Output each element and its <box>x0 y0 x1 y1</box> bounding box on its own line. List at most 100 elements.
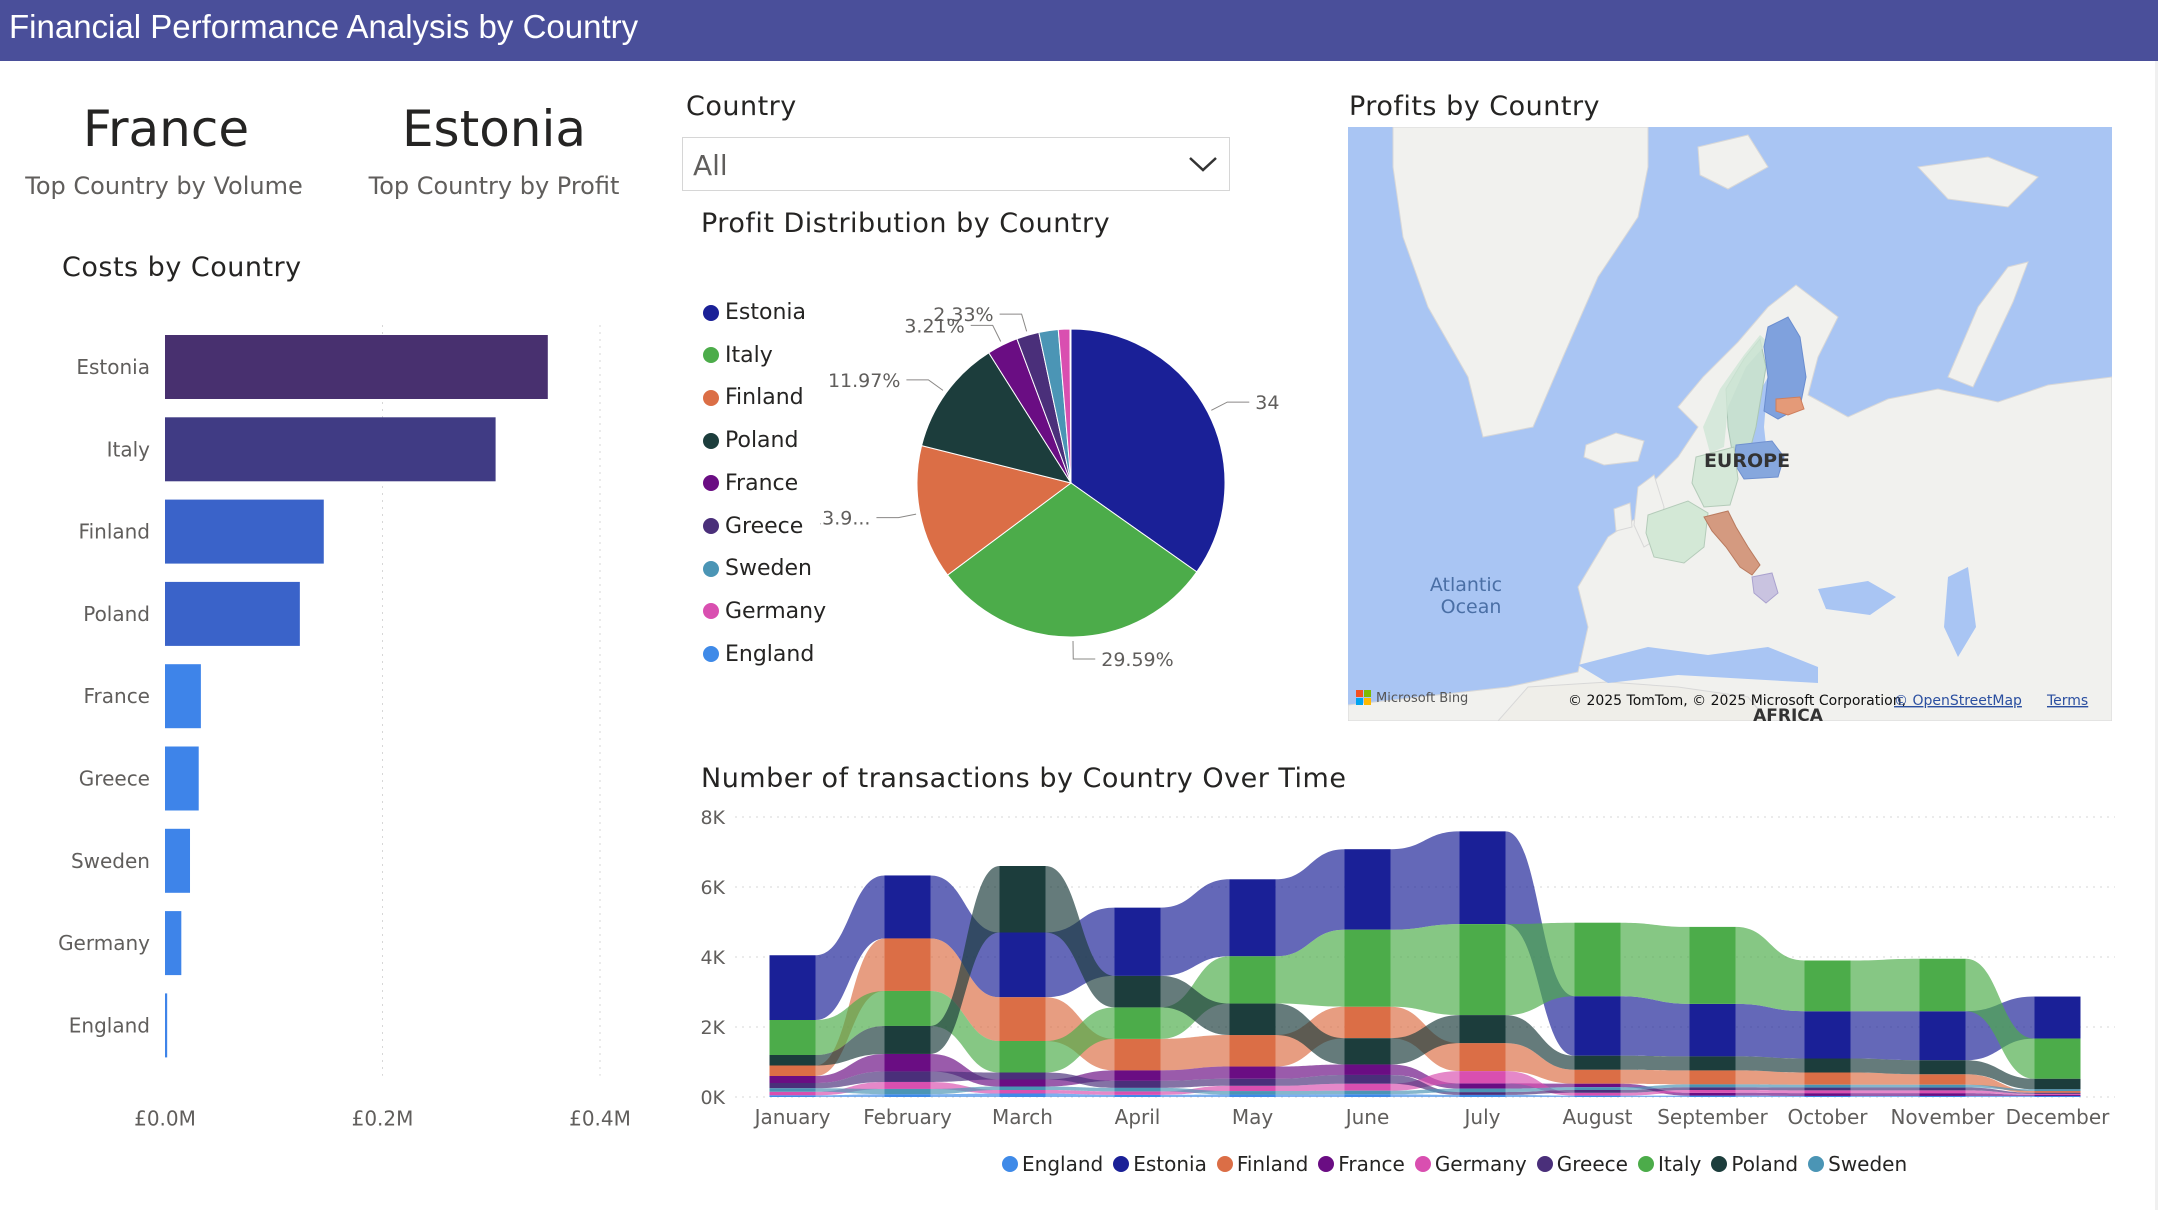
ribbon-segment-sweden[interactable] <box>1689 1084 1736 1088</box>
chevron-down-icon[interactable] <box>1187 150 1219 178</box>
bar-finland[interactable] <box>165 499 324 564</box>
pie-legend-item-germany[interactable]: Germany <box>703 599 826 624</box>
pie-slice-italy[interactable] <box>946 482 1198 638</box>
ribbon-segment-estonia[interactable] <box>1114 907 1161 976</box>
ribbon-england[interactable] <box>1390 1094 1460 1097</box>
ribbon-segment-england[interactable] <box>1229 1094 1276 1097</box>
ribbon-sweden[interactable] <box>930 1086 1000 1095</box>
ribbon-england[interactable] <box>930 1093 1000 1098</box>
ribbon-legend-item-sweden[interactable]: Sweden <box>1808 1152 1907 1176</box>
ribbon-estonia[interactable] <box>1620 996 1690 1057</box>
bar-italy[interactable] <box>165 417 496 482</box>
map-terms-link[interactable]: Terms <box>2046 693 2088 709</box>
ribbon-segment-sweden[interactable] <box>1574 1087 1621 1090</box>
ribbon-segment-england[interactable] <box>884 1094 931 1097</box>
ribbon-segment-italy[interactable] <box>1459 924 1506 1016</box>
ribbon-segment-italy[interactable] <box>999 1041 1046 1073</box>
ribbon-segment-france[interactable] <box>1919 1093 1966 1096</box>
ribbon-segment-poland[interactable] <box>1344 1038 1391 1065</box>
ribbon-germany[interactable] <box>1275 1083 1345 1092</box>
ribbon-sweden[interactable] <box>1735 1084 1805 1088</box>
ribbon-segment-estonia[interactable] <box>1459 831 1506 925</box>
ribbon-legend-item-england[interactable]: England <box>1002 1152 1103 1176</box>
ribbon-estonia[interactable] <box>1275 849 1345 957</box>
ribbon-segment-germany[interactable] <box>2034 1093 2081 1095</box>
ribbon-greece[interactable] <box>1045 1072 1115 1088</box>
pie-legend-item-finland[interactable]: Finland <box>703 385 804 410</box>
ribbon-segment-finland[interactable] <box>1229 1035 1276 1067</box>
ribbon-germany[interactable] <box>1045 1090 1115 1095</box>
ribbon-greece[interactable] <box>1275 1074 1345 1086</box>
pie-legend-item-england[interactable]: England <box>703 642 814 667</box>
ribbon-segment-sweden[interactable] <box>1344 1090 1391 1095</box>
ribbon-segment-greece[interactable] <box>999 1072 1046 1080</box>
ribbon-england[interactable] <box>1965 1095 2035 1097</box>
ribbon-segment-germany[interactable] <box>1689 1090 1736 1093</box>
ribbon-england[interactable] <box>815 1094 885 1097</box>
ribbon-segment-italy[interactable] <box>1114 1007 1161 1039</box>
ribbon-estonia[interactable] <box>815 875 885 1020</box>
ribbon-segment-italy[interactable] <box>1344 929 1391 1007</box>
ribbon-france[interactable] <box>1735 1092 1805 1096</box>
ribbon-segment-poland[interactable] <box>1459 1015 1506 1044</box>
ribbon-poland[interactable] <box>930 866 1000 1054</box>
ribbon-segment-germany[interactable] <box>1459 1071 1506 1084</box>
bar-estonia[interactable] <box>165 335 548 399</box>
ribbon-sweden[interactable] <box>1620 1084 1690 1090</box>
ribbon-france[interactable] <box>815 1053 885 1083</box>
ribbon-segment-germany[interactable] <box>1574 1092 1621 1096</box>
ribbon-segment-estonia[interactable] <box>769 955 816 1020</box>
ribbon-segment-estonia[interactable] <box>1689 1003 1736 1057</box>
ribbon-greece[interactable] <box>1505 1090 1575 1095</box>
ribbon-segment-england[interactable] <box>1689 1095 1736 1097</box>
ribbon-segment-italy[interactable] <box>1689 926 1736 1004</box>
ribbon-segment-italy[interactable] <box>1804 960 1851 1012</box>
ribbon-segment-finland[interactable] <box>884 938 931 991</box>
ribbon-segment-greece[interactable] <box>1919 1087 1966 1091</box>
bar-poland[interactable] <box>165 581 300 646</box>
ribbon-segment-england[interactable] <box>1919 1095 1966 1097</box>
ribbon-segment-england[interactable] <box>2034 1095 2081 1097</box>
ribbon-legend-item-greece[interactable]: Greece <box>1536 1152 1628 1176</box>
ribbon-segment-france[interactable] <box>1804 1093 1851 1096</box>
ribbon-italy[interactable] <box>815 990 885 1055</box>
ribbon-segment-estonia[interactable] <box>1804 1011 1851 1059</box>
ribbon-segment-germany[interactable] <box>999 1090 1046 1094</box>
ribbon-england[interactable] <box>1620 1095 1690 1097</box>
ribbon-segment-france[interactable] <box>884 1053 931 1072</box>
ribbon-segment-italy[interactable] <box>1229 956 1276 1004</box>
ribbon-segment-sweden[interactable] <box>884 1088 931 1095</box>
ribbon-segment-germany[interactable] <box>1114 1091 1161 1095</box>
ribbon-segment-greece[interactable] <box>884 1071 931 1082</box>
ribbon-segment-greece[interactable] <box>1459 1092 1506 1095</box>
profits-map[interactable]: EUROPE Atlantic Ocean AFRICA Microsoft B… <box>1348 127 2112 721</box>
ribbon-segment-germany[interactable] <box>769 1091 816 1096</box>
ribbon-segment-finland[interactable] <box>1574 1069 1621 1084</box>
ribbon-segment-poland[interactable] <box>1574 1055 1621 1070</box>
ribbon-segment-poland[interactable] <box>999 866 1046 933</box>
ribbon-legend-item-finland[interactable]: Finland <box>1216 1152 1308 1176</box>
ribbon-germany[interactable] <box>1620 1090 1690 1096</box>
ribbon-segment-greece[interactable] <box>1344 1074 1391 1084</box>
ribbon-sweden[interactable] <box>815 1088 885 1095</box>
ribbon-segment-greece[interactable] <box>1229 1078 1276 1086</box>
ribbon-italy[interactable] <box>1505 922 1575 1016</box>
pie-legend-item-italy[interactable]: Italy <box>703 343 773 368</box>
ribbon-greece[interactable] <box>930 1071 1000 1082</box>
ribbon-segment-estonia[interactable] <box>1919 1011 1966 1061</box>
ribbon-segment-finland[interactable] <box>999 997 1046 1041</box>
ribbon-segment-greece[interactable] <box>1689 1087 1736 1090</box>
map-canvas[interactable]: EUROPE Atlantic Ocean AFRICA Microsoft B… <box>1348 127 2112 721</box>
ribbon-segment-greece[interactable] <box>769 1083 816 1089</box>
ribbon-segment-finland[interactable] <box>1114 1038 1161 1071</box>
ribbon-segment-poland[interactable] <box>1919 1060 1966 1075</box>
ribbon-italy[interactable] <box>1620 922 1690 1004</box>
ribbon-segment-france[interactable] <box>1574 1083 1621 1088</box>
ribbon-segment-germany[interactable] <box>1919 1090 1966 1094</box>
ribbon-legend-item-france[interactable]: France <box>1318 1152 1405 1176</box>
ribbon-poland[interactable] <box>1965 1060 2035 1090</box>
ribbon-estonia[interactable] <box>1735 1003 1805 1059</box>
ribbon-italy[interactable] <box>1390 924 1460 1016</box>
ribbon-greece[interactable] <box>1965 1087 2035 1094</box>
ribbon-finland[interactable] <box>1735 1070 1805 1085</box>
